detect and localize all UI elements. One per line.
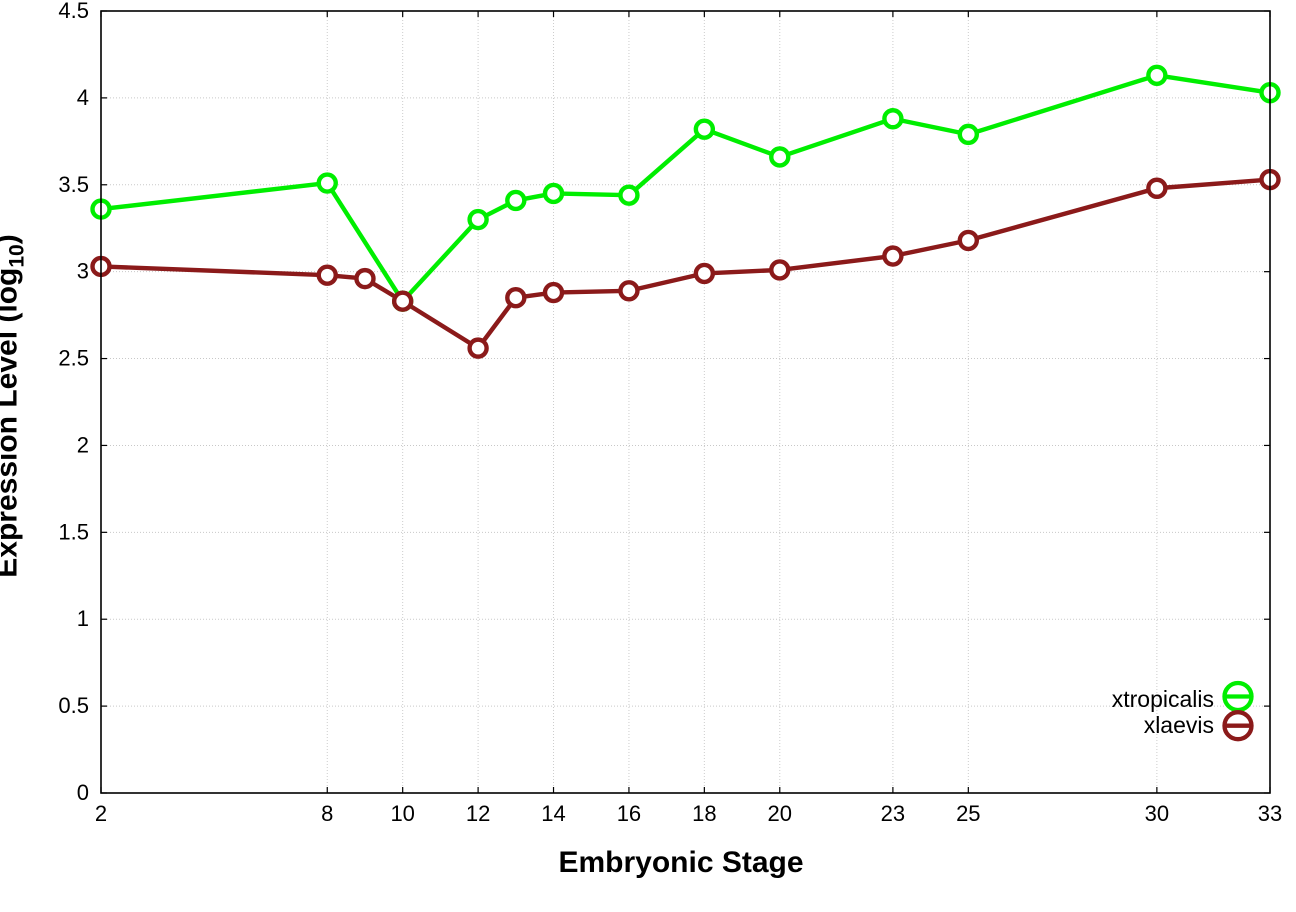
svg-text:10: 10 xyxy=(390,801,414,826)
svg-text:4: 4 xyxy=(77,85,89,110)
svg-text:16: 16 xyxy=(617,801,641,826)
svg-text:2.5: 2.5 xyxy=(58,346,89,371)
svg-text:33: 33 xyxy=(1258,801,1282,826)
svg-text:30: 30 xyxy=(1145,801,1169,826)
svg-text:0.5: 0.5 xyxy=(58,693,89,718)
svg-text:23: 23 xyxy=(881,801,905,826)
svg-text:2: 2 xyxy=(95,801,107,826)
svg-text:20: 20 xyxy=(768,801,792,826)
svg-text:8: 8 xyxy=(321,801,333,826)
svg-text:2: 2 xyxy=(77,432,89,457)
svg-text:1.5: 1.5 xyxy=(58,519,89,544)
svg-text:3.5: 3.5 xyxy=(58,172,89,197)
svg-text:1: 1 xyxy=(77,606,89,631)
svg-text:3: 3 xyxy=(77,259,89,284)
svg-text:0: 0 xyxy=(77,780,89,805)
svg-text:12: 12 xyxy=(466,801,490,826)
svg-text:25: 25 xyxy=(956,801,980,826)
svg-text:18: 18 xyxy=(692,801,716,826)
svg-text:xlaevis: xlaevis xyxy=(1144,712,1214,738)
svg-text:xtropicalis: xtropicalis xyxy=(1112,686,1214,712)
svg-text:4.5: 4.5 xyxy=(58,0,89,23)
svg-text:14: 14 xyxy=(541,801,565,826)
